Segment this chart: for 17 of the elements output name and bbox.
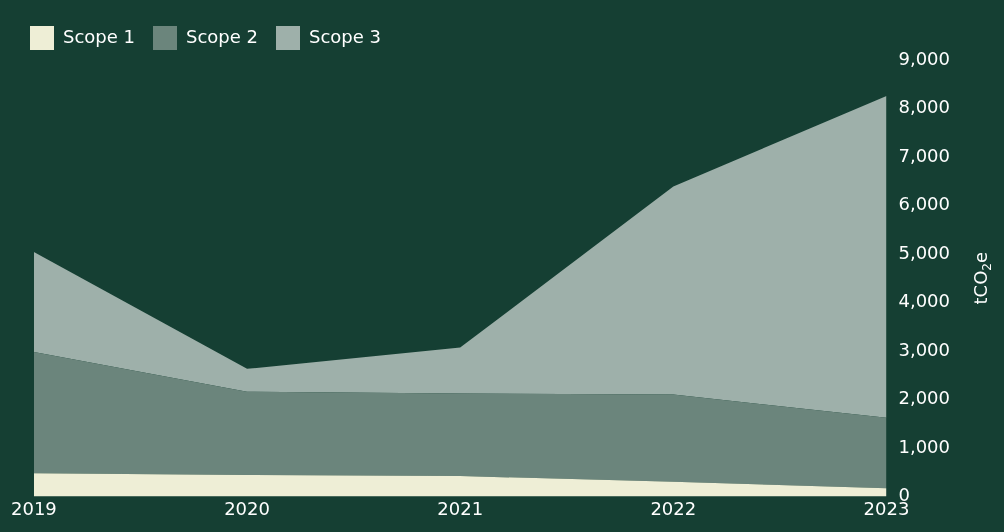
legend-label: Scope 3: [309, 25, 382, 47]
y-axis-title: tCO2e: [969, 251, 995, 305]
legend-label: Scope 2: [186, 25, 259, 47]
x-tick-label: 2019: [11, 497, 57, 519]
legend-label: Scope 1: [63, 25, 136, 47]
y-tick-label: 2,000: [898, 387, 950, 409]
x-tick-label: 2020: [224, 497, 270, 519]
y-tick-label: 1,000: [898, 435, 950, 457]
y-tick-label: 6,000: [898, 193, 950, 215]
y-tick-label: 9,000: [898, 47, 950, 69]
x-tick-label: 2022: [650, 497, 697, 519]
y-tick-label: 7,000: [898, 144, 950, 166]
y-tick-label: 3,000: [898, 338, 950, 360]
y-tick-label: 5,000: [898, 241, 950, 263]
y-tick-label: 4,000: [898, 290, 950, 312]
y-tick-label: 8,000: [898, 96, 950, 118]
x-tick-label: 2021: [437, 497, 484, 519]
